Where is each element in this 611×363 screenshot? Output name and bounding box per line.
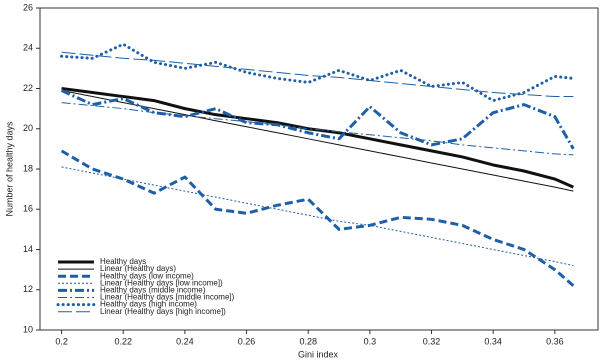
legend-label: Healthy days (high income)	[100, 300, 197, 309]
series-line	[61, 51, 574, 98]
y-tick-label: 22	[23, 83, 33, 93]
legend-label: Linear (Healthy days [low income])	[100, 278, 223, 287]
y-tick-label: 14	[23, 244, 33, 254]
x-tick-label: 0.22	[114, 336, 132, 346]
x-tick-label: 0.3	[364, 336, 377, 346]
series-line	[60, 149, 575, 287]
x-axis-label: Gini index	[298, 349, 339, 359]
series-line	[61, 87, 574, 189]
series-line	[60, 42, 575, 103]
legend-label: Healthy days (low income)	[100, 271, 194, 280]
series-line	[61, 166, 574, 267]
series-line	[61, 90, 574, 192]
legend-label: Healthy days (middle income)	[100, 286, 206, 295]
x-tick-label: 0.32	[423, 336, 441, 346]
series-line	[61, 102, 574, 156]
y-tick-label: 24	[23, 43, 33, 53]
y-tick-label: 10	[23, 324, 33, 334]
x-tick-label: 0.28	[299, 336, 317, 346]
y-tick-label: 26	[23, 2, 33, 12]
x-tick-label: 0.26	[238, 336, 256, 346]
x-tick-label: 0.34	[484, 336, 502, 346]
x-tick-label: 0.2	[55, 336, 68, 346]
y-axis-label: Number of healthy days	[4, 121, 14, 217]
legend-label: Healthy days	[100, 257, 146, 266]
y-tick-label: 20	[23, 123, 33, 133]
legend-label: Linear (Healthy days [middle income])	[100, 293, 235, 302]
x-tick-label: 0.24	[176, 336, 194, 346]
legend-label: Linear (Healthy days)	[100, 264, 176, 273]
legend-label: Linear (Healthy days [high income])	[100, 307, 226, 316]
x-tick-label: 0.36	[546, 336, 564, 346]
y-tick-label: 12	[23, 284, 33, 294]
y-tick-label: 16	[23, 204, 33, 214]
y-tick-label: 18	[23, 163, 33, 173]
series-line	[60, 89, 575, 150]
